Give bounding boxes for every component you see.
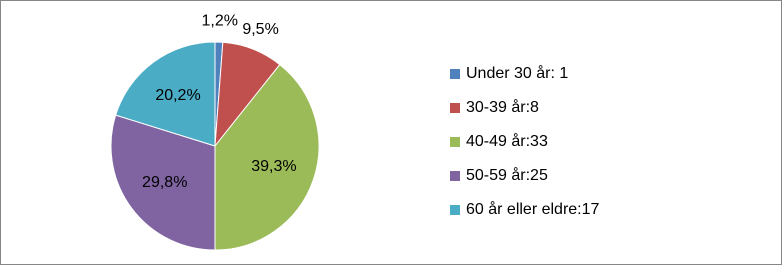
legend-swatch (450, 171, 460, 181)
legend-swatch (450, 137, 460, 147)
legend-swatch (450, 69, 460, 79)
data-label: 9,5% (242, 21, 278, 38)
data-label: 1,2% (201, 13, 237, 30)
data-label: 29,8% (142, 174, 187, 191)
data-label: 39,3% (251, 158, 296, 175)
data-label: 20,2% (155, 87, 200, 104)
legend-label: 30-39 år:8 (466, 98, 539, 116)
legend-label: 50-59 år:25 (466, 166, 548, 184)
legend-label: 60 år eller eldre:17 (466, 200, 600, 218)
legend-swatch (450, 205, 460, 215)
legend-label: Under 30 år: 1 (466, 64, 568, 82)
pie-slice (110, 114, 216, 251)
legend-swatch (450, 103, 460, 113)
pie-slice (214, 63, 320, 251)
pie-slice (115, 41, 216, 147)
legend-label: 40-49 år:33 (466, 132, 548, 150)
